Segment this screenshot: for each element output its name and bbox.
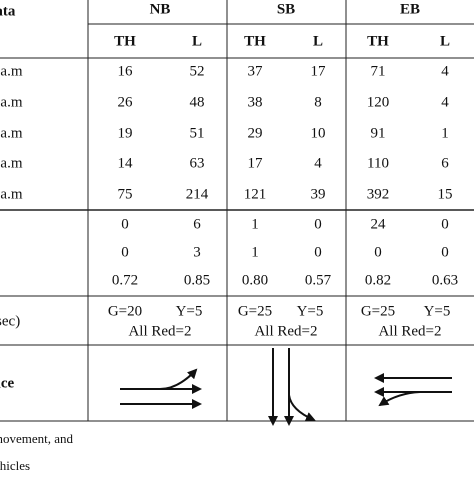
row-label: :10 a.m — [0, 125, 23, 141]
cell: 4 — [441, 63, 449, 79]
cell: 51 — [190, 125, 205, 141]
group-header: NB — [150, 1, 171, 17]
sub-header: L — [313, 33, 323, 49]
all-red-time: All Red=2 — [128, 323, 191, 339]
cell: 3 — [193, 244, 201, 260]
yellow-time: Y=5 — [424, 303, 451, 319]
cell: 15 — [438, 186, 453, 202]
cell: 26 — [118, 94, 134, 110]
cell: 1 — [251, 216, 259, 232]
cell: 19 — [118, 125, 133, 141]
yellow-time: Y=5 — [297, 303, 324, 319]
cell: 0 — [314, 216, 322, 232]
green-time: G=25 — [361, 303, 395, 319]
cell: 4 — [441, 94, 449, 110]
cell: 71 — [371, 63, 386, 79]
cell: 6 — [441, 155, 449, 171]
cell: 392 — [367, 186, 390, 202]
sequence-label: ence — [0, 375, 14, 391]
cell: 17 — [311, 63, 327, 79]
sub-header: TH — [244, 33, 266, 49]
cell: 0.80 — [242, 272, 268, 288]
green-time: G=25 — [238, 303, 272, 319]
cell: 38 — [248, 94, 263, 110]
cell: 0.57 — [305, 272, 332, 288]
cell: 121 — [244, 186, 267, 202]
sequence-sb — [268, 348, 316, 426]
cell: 0 — [441, 216, 449, 232]
cell: 52 — [190, 63, 205, 79]
cell: 16 — [118, 63, 134, 79]
yellow-time: Y=5 — [176, 303, 203, 319]
cell: 17 — [248, 155, 264, 171]
cell: 8 — [314, 94, 322, 110]
rules — [0, 0, 474, 422]
cell: 75 — [118, 186, 133, 202]
group-header: SB — [277, 1, 295, 17]
all-red-time: All Red=2 — [254, 323, 317, 339]
cell: 14 — [118, 155, 134, 171]
cell: 110 — [367, 155, 389, 171]
row-label: :55 a.m — [0, 94, 23, 110]
cell: 29 — [248, 125, 263, 141]
cell: 214 — [186, 186, 209, 202]
sub-header: L — [192, 33, 202, 49]
row-label: :25 a.m — [0, 155, 23, 171]
cell: 0 — [121, 216, 129, 232]
cell: 48 — [190, 94, 205, 110]
footnote: ent, L= Left movement, and — [0, 431, 73, 446]
green-time: G=20 — [108, 303, 142, 319]
all-red-time: All Red=2 — [378, 323, 441, 339]
sub-header: TH — [114, 33, 136, 49]
footnote: vy Vehicles — [0, 458, 30, 473]
cell: 0 — [314, 244, 322, 260]
row-label: :25 a.m — [0, 186, 23, 202]
cell: 39 — [311, 186, 326, 202]
cell: 0 — [374, 244, 382, 260]
cell: 0.82 — [365, 272, 391, 288]
row-label: :40 a.m — [0, 63, 23, 79]
cell: 37 — [248, 63, 264, 79]
cell: 1 — [251, 244, 259, 260]
cell: 6 — [193, 216, 201, 232]
cell: 0 — [441, 244, 449, 260]
sequence-nb — [120, 368, 202, 409]
corner-label: Data — [0, 3, 16, 19]
cell: 0.63 — [432, 272, 458, 288]
cell: 120 — [367, 94, 390, 110]
timing-label: g (sec) — [0, 313, 20, 329]
sub-header: TH — [367, 33, 389, 49]
cell: 4 — [314, 155, 322, 171]
cell: 10 — [311, 125, 326, 141]
sub-header: L — [440, 33, 450, 49]
cell: 0.85 — [184, 272, 210, 288]
cell: 91 — [371, 125, 386, 141]
cell: 24 — [371, 216, 387, 232]
cell: 1 — [441, 125, 449, 141]
cell: 0 — [121, 244, 129, 260]
sequence-eb — [374, 373, 452, 407]
cell: 0.72 — [112, 272, 138, 288]
group-header: EB — [400, 1, 420, 17]
cell: 63 — [190, 155, 205, 171]
